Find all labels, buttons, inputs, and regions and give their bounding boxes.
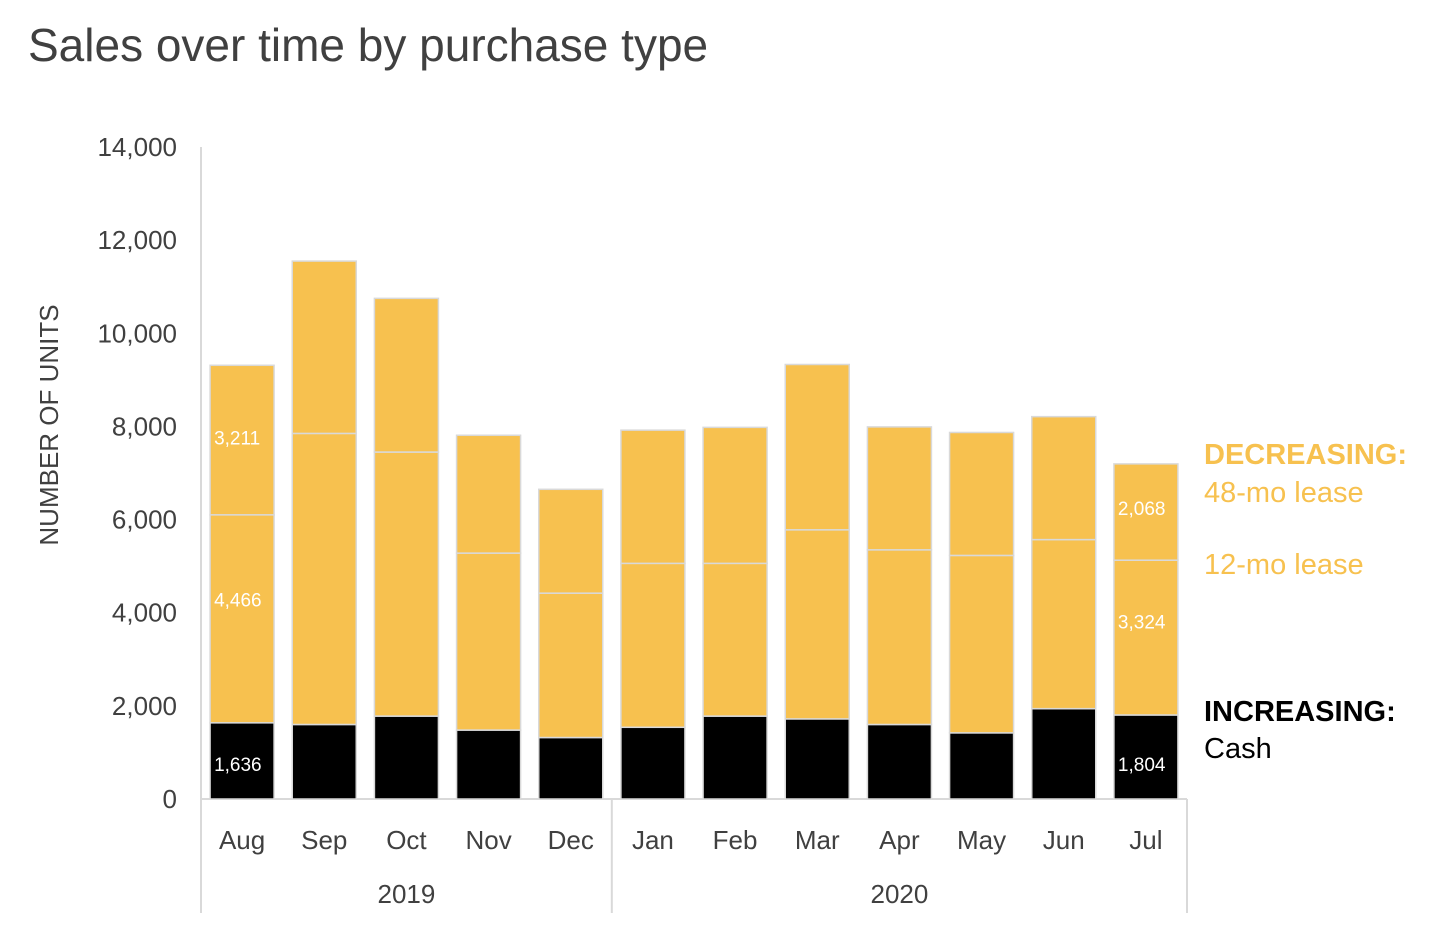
bar-segment xyxy=(538,488,604,594)
bar-segment xyxy=(702,426,768,565)
x-tick-label: Jun xyxy=(1043,825,1085,855)
y-tick-label: 6,000 xyxy=(112,505,177,535)
annotation-text: 48-mo lease xyxy=(1204,477,1364,509)
x-tick-label: Jul xyxy=(1129,825,1162,855)
data-label: 2,068 xyxy=(1118,499,1166,520)
bar-segment xyxy=(1031,707,1097,800)
bar-segment xyxy=(784,363,850,531)
x-tick-label: Mar xyxy=(795,825,840,855)
data-label: 3,211 xyxy=(214,429,260,450)
annotation-text: 12-mo lease xyxy=(1204,549,1364,581)
x-tick-label: Sep xyxy=(301,825,347,855)
x-tick-label: Nov xyxy=(465,825,511,855)
bar-segment xyxy=(455,552,522,731)
bar-segment xyxy=(784,529,850,720)
data-label: 1,804 xyxy=(1118,755,1166,776)
chart-title: Sales over time by purchase type xyxy=(28,19,709,71)
group-label: 2020 xyxy=(870,879,928,909)
bar-segment xyxy=(373,451,440,717)
x-tick-label: Jan xyxy=(632,825,674,855)
x-tick-label: Oct xyxy=(386,825,427,855)
annotation-text: Cash xyxy=(1204,733,1272,765)
annotation-text: DECREASING: xyxy=(1204,439,1407,471)
bar-segment xyxy=(948,554,1015,734)
y-tick-label: 0 xyxy=(163,784,177,814)
bar-segment xyxy=(866,723,933,800)
bar-segment xyxy=(620,562,686,729)
bar-segment xyxy=(1031,538,1097,710)
y-tick-label: 10,000 xyxy=(97,318,177,348)
bar-segment xyxy=(538,592,604,739)
bar-segment xyxy=(373,297,440,453)
bar-segment xyxy=(291,260,357,435)
group-label: 2019 xyxy=(377,879,435,909)
bar-segment xyxy=(948,431,1015,557)
x-tick-label: Aug xyxy=(219,825,265,855)
y-axis-title: NUMBER OF UNITS xyxy=(34,304,64,545)
bar-segment xyxy=(373,715,440,800)
bar-segment xyxy=(209,364,275,516)
bar-segment xyxy=(209,514,275,724)
x-tick-label: Dec xyxy=(548,825,594,855)
bar-segment xyxy=(291,432,357,726)
data-label: 3,324 xyxy=(1118,612,1166,633)
y-tick-label: 4,000 xyxy=(112,598,177,628)
bar-segment xyxy=(209,722,275,800)
bar-segment xyxy=(291,723,357,800)
bar-segment xyxy=(866,426,933,551)
data-label: 4,466 xyxy=(214,590,262,611)
bar-segment xyxy=(455,729,522,800)
bar-segment xyxy=(620,429,686,565)
x-tick-label: May xyxy=(957,825,1006,855)
bar-segment xyxy=(538,736,604,800)
bar-segment xyxy=(455,434,522,554)
y-tick-label: 14,000 xyxy=(97,132,177,162)
bar-segment xyxy=(948,732,1015,800)
x-tick-label: Apr xyxy=(879,825,920,855)
bar-segment xyxy=(1113,559,1179,716)
data-label: 1,636 xyxy=(214,755,262,776)
y-tick-label: 12,000 xyxy=(97,225,177,255)
y-tick-label: 8,000 xyxy=(112,411,177,441)
bar-segment xyxy=(702,562,768,717)
bar-segment xyxy=(620,726,686,800)
annotation-text: INCREASING: xyxy=(1204,696,1396,728)
bar-segment xyxy=(1113,463,1179,561)
bar-segment xyxy=(784,718,850,800)
bar-segment xyxy=(702,715,768,800)
x-tick-label: Feb xyxy=(713,825,758,855)
bar-segment xyxy=(1031,415,1097,541)
bar-segment xyxy=(866,549,933,726)
y-tick-label: 2,000 xyxy=(112,691,177,721)
